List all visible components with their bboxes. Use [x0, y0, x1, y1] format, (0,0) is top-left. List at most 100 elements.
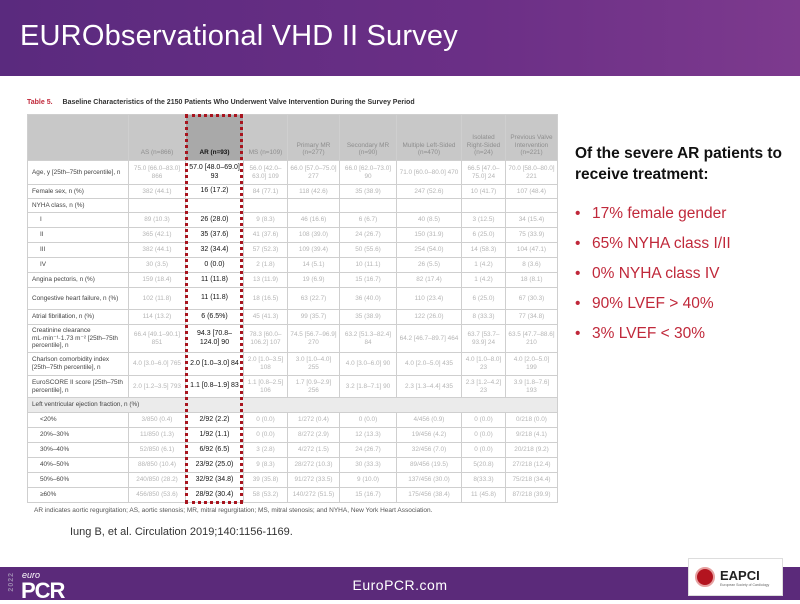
- table-cell: 74.5 [56.7–96.9] 270: [287, 324, 340, 353]
- table-cell: 45 (41.3): [243, 309, 288, 325]
- website-link[interactable]: EuroPCR.com: [352, 577, 448, 593]
- row-label: II: [27, 227, 129, 243]
- table-cell: 66.0 [62.0–73.0] 90: [339, 160, 397, 185]
- table-cell: 26 (5.5): [396, 257, 462, 273]
- table-cell: 254 (54.0): [396, 242, 462, 258]
- table-cell: 4.0 [3.0–6.0] 765: [128, 352, 186, 376]
- table-cell: 2/92 (2.2): [185, 412, 244, 428]
- table-cell: 63.7 [53.7–93.9] 24: [461, 324, 506, 353]
- row-label: NYHA class, n (%): [27, 198, 129, 213]
- bullet-icon: •: [575, 325, 581, 342]
- table-cell: 114 (13.2): [128, 309, 186, 325]
- table-cell: 32/456 (7.0): [396, 442, 462, 458]
- table-cell: 35 (38.9): [339, 309, 397, 325]
- column-header: [27, 114, 129, 161]
- eapci-logo: EAPCI European Society of Cardiology: [688, 558, 783, 596]
- table-cell: 1/92 (1.1): [185, 427, 244, 443]
- baseline-table: AS (n=866) AR (n=93) MS (n=109) Primary MR …: [27, 114, 558, 503]
- table-cell: 8(33.3): [461, 472, 506, 488]
- table-cell: 30 (3.5): [128, 257, 186, 273]
- table-row: II 365 (42.1) 35 (37.6) 41 (37.6) 108 (39.0)…: [27, 227, 558, 243]
- table-cell: 0 (0.0): [461, 442, 506, 458]
- table-cell: 150 (31.9): [396, 227, 462, 243]
- table-cell: 57.0 [48.0–69.0] 93: [185, 160, 244, 185]
- table-cell: 1 (4.2): [461, 272, 506, 288]
- table-cell: 109 (39.4): [287, 242, 340, 258]
- table-cell: 3/850 (0.4): [128, 412, 186, 428]
- table-cell: 12 (13.3): [339, 427, 397, 443]
- table-cell: 50 (55.6): [339, 242, 397, 258]
- table-cell: 24 (26.7): [339, 227, 397, 243]
- table-cell: 23/92 (25.0): [185, 457, 244, 473]
- table-cell: 58 (53.2): [243, 487, 288, 503]
- table-row: EuroSCORE II score [25th–75th percentile…: [27, 375, 558, 398]
- table-cell: 14 (5.1): [287, 257, 340, 273]
- table-cell: 137/456 (30.0): [396, 472, 462, 488]
- table-cell: 108 (39.0): [287, 227, 340, 243]
- table-cell: 382 (44.1): [128, 184, 186, 199]
- table-cell: 2.3 [1.3–4.4] 435: [396, 375, 462, 398]
- table-cell: [505, 198, 558, 213]
- table-cell: 99 (35.7): [287, 309, 340, 325]
- row-label: ≥60%: [27, 487, 129, 503]
- table-cell: 28/272 (10.3): [287, 457, 340, 473]
- table-cell: 3.0 [1.0–4.0] 255: [287, 352, 340, 376]
- table-row: Left ventricular ejection fraction, n (%…: [27, 397, 558, 413]
- table-cell: 159 (18.4): [128, 272, 186, 288]
- table-cell: 3.9 [1.8–7.6] 193: [505, 375, 558, 398]
- table-cell: 4.0 [3.0–6.0] 90: [339, 352, 397, 376]
- table-cell: 0 (0.0): [185, 257, 244, 273]
- table-cell: 0 (0.0): [461, 412, 506, 428]
- table-cell: 91/272 (33.5): [287, 472, 340, 488]
- table-row: ≥60% 456/850 (53.6) 28/92 (30.4) 58 (53.2) 1…: [27, 487, 558, 503]
- table-cell: 11 (45.8): [461, 487, 506, 503]
- table-cell: 57 (52.3): [243, 242, 288, 258]
- table-cell: 26 (28.0): [185, 212, 244, 228]
- heart-icon: [695, 567, 715, 587]
- table-cell: 32 (34.4): [185, 242, 244, 258]
- table-cell: 82 (17.4): [396, 272, 462, 288]
- table-cell: 8 (3.6): [505, 257, 558, 273]
- table-cell: 77 (34.8): [505, 309, 558, 325]
- table-cell: 140/272 (51.5): [287, 487, 340, 503]
- row-label: Congestive heart failure, n (%): [27, 287, 129, 310]
- column-header: Isolated Right-Sided (n=24): [461, 114, 506, 161]
- table-row: NYHA class, n (%): [27, 198, 558, 213]
- summary-item-text: 90% LVEF > 40%: [592, 295, 714, 312]
- footer-bar: [0, 567, 800, 600]
- row-label: Angina pectoris, n (%): [27, 272, 129, 288]
- table-cell: 94.3 [70.8–124.0] 90: [185, 324, 244, 353]
- table-cell: 78.3 [60.0–106.2] 107: [243, 324, 288, 353]
- table-row: Congestive heart failure, n (%) 102 (11.8…: [27, 287, 558, 310]
- table-cell: 66.0 [57.0–75.0] 277: [287, 160, 340, 185]
- eapci-subtext: European Society of Cardiology: [720, 582, 770, 587]
- table-cell: 32/92 (34.8): [185, 472, 244, 488]
- table-cell: 9 (10.0): [339, 472, 397, 488]
- table-row: 20%–30% 11/850 (1.3) 1/92 (1.1) 0 (0.0) 8/27…: [27, 427, 558, 443]
- table-row: 50%–60% 240/850 (28.2) 32/92 (34.8) 39 (35.…: [27, 472, 558, 488]
- table-cell: 8/272 (2.9): [287, 427, 340, 443]
- table-caption-text: Baseline Characteristics of the 2150 Pat…: [62, 99, 415, 106]
- table-cell: 4.0 [1.0–8.0] 23: [461, 352, 506, 376]
- table-cell: 66.4 [49.1–90.1] 851: [128, 324, 186, 353]
- table-cell: 2 (1.8): [243, 257, 288, 273]
- row-label: Female sex, n (%): [27, 184, 129, 199]
- table-cell: 0/218 (0.0): [505, 412, 558, 428]
- table-cell: 175/456 (38.4): [396, 487, 462, 503]
- table-cell: 40 (8.5): [396, 212, 462, 228]
- table-cell: 4.0 [2.0–5.0] 199: [505, 352, 558, 376]
- table-cell: 4.0 [2.0–5.0] 435: [396, 352, 462, 376]
- row-label: III: [27, 242, 129, 258]
- table-row: IV 30 (3.5) 0 (0.0) 2 (1.8) 14 (5.1) 10 (11.1…: [27, 257, 558, 273]
- table-cell: 4/456 (0.9): [396, 412, 462, 428]
- table-cell: 64.2 [46.7–89.7] 464: [396, 324, 462, 353]
- table-cell: 122 (26.0): [396, 309, 462, 325]
- table-cell: 2.0 [1.2–3.5] 793: [128, 375, 186, 398]
- table-cell: 36 (40.0): [339, 287, 397, 310]
- table-cell: 2.0 [1.0–3.5] 108: [243, 352, 288, 376]
- table-cell: 4/272 (1.5): [287, 442, 340, 458]
- table-cell: 2.3 [1.2–4.2] 23: [461, 375, 506, 398]
- table-cell: 456/850 (53.6): [128, 487, 186, 503]
- table-cell: 15 (16.7): [339, 272, 397, 288]
- table-row: <20% 3/850 (0.4) 2/92 (2.2) 0 (0.0) 1/272 (0…: [27, 412, 558, 428]
